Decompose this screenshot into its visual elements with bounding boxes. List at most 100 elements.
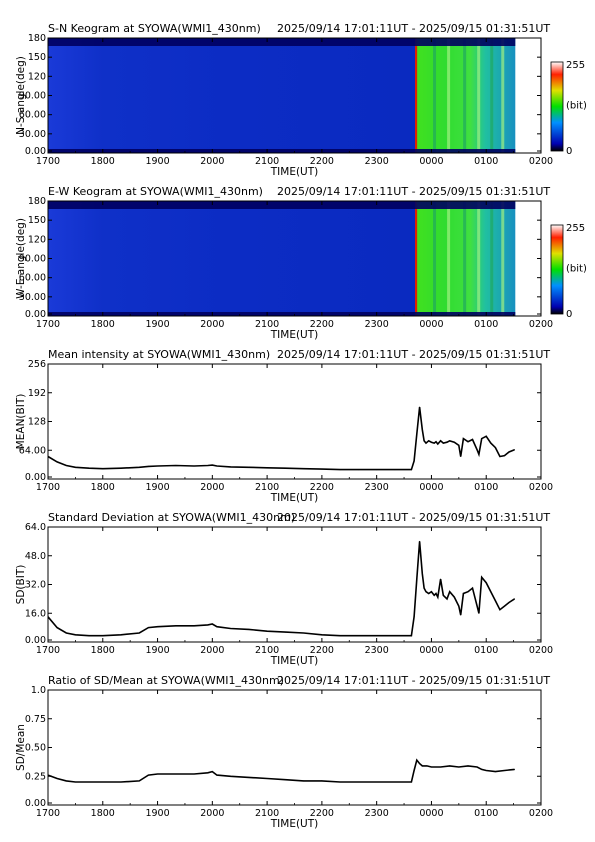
data-point (56, 627, 58, 629)
panel-title: Mean intensity at SYOWA(WMI1_430nm) (48, 348, 270, 361)
x-axis-label: TIME(UT) (270, 329, 319, 341)
horizon-band-bottom (48, 149, 516, 153)
data-point (88, 467, 90, 469)
x-tick-label: 0000 (419, 156, 443, 167)
data-point (65, 465, 67, 466)
time-range: 2025/09/14 17:01:11UT - 2025/09/15 01:31… (277, 22, 550, 35)
y-tick-label: 90.00 (19, 91, 46, 102)
data-point (138, 780, 140, 782)
data-point (74, 634, 76, 636)
aurora-streak (490, 201, 494, 316)
data-point (425, 442, 427, 444)
data-point (433, 442, 435, 444)
x-tick-label: 2100 (255, 645, 279, 656)
x-tick-label: 2000 (200, 645, 224, 656)
data-point (421, 429, 423, 431)
x-tick-label: 1800 (91, 319, 115, 330)
data-point (428, 593, 430, 594)
data-point (508, 451, 510, 453)
x-tick-label: 1900 (145, 156, 169, 167)
keogram-quiet-region (48, 38, 416, 153)
x-tick-label: 2300 (365, 645, 389, 656)
data-point (419, 406, 421, 408)
x-tick-label: 2300 (365, 808, 389, 819)
chart-panel-1: S-N Keogram at SYOWA(WMI1_430nm) 2025/09/… (15, 22, 587, 178)
data-point (442, 594, 444, 596)
y-tick-label: 0.00 (25, 635, 46, 646)
horizon-band-top (48, 38, 516, 46)
aurora-streak (501, 38, 505, 153)
horizon-band-bottom (48, 312, 516, 316)
panel-title: Ratio of SD/Mean at SYOWA(WMI1_430nm) (48, 674, 284, 687)
data-point (410, 635, 412, 637)
colorbar (550, 61, 564, 152)
x-tick-label: 2000 (200, 156, 224, 167)
data-point (467, 591, 469, 593)
panel-title: S-N Keogram at SYOWA(WMI1_430nm) (48, 22, 261, 35)
x-axis-label: TIME(UT) (270, 655, 319, 667)
y-tick-label: 180 (28, 196, 46, 207)
time-range: 2025/09/14 17:01:11UT - 2025/09/15 01:31… (277, 185, 550, 198)
data-point (266, 630, 268, 632)
data-point (440, 578, 442, 580)
y-tick-label: 0.50 (25, 743, 46, 754)
data-point (462, 593, 464, 594)
data-point (303, 780, 305, 782)
x-tick-label: 0200 (529, 482, 553, 493)
data-point (248, 628, 250, 630)
data-point (120, 781, 122, 783)
x-tick-label: 2300 (365, 319, 389, 330)
chart-panel-3: Mean intensity at SYOWA(WMI1_430nm) 2025/… (15, 348, 553, 504)
data-point (266, 778, 268, 779)
aurora-streak (447, 201, 451, 316)
data-point (476, 605, 478, 607)
data-point (508, 602, 510, 603)
data-point (494, 600, 496, 602)
colorbar-unit-label: (bit) (566, 264, 587, 275)
y-tick-label: 30.00 (19, 129, 46, 140)
data-point (446, 598, 448, 600)
plot-frame (47, 363, 542, 480)
data-point (230, 466, 232, 468)
data-point (120, 634, 122, 636)
x-tick-label: 2000 (200, 808, 224, 819)
aurora-streak (433, 38, 437, 153)
y-tick-label: 16.0 (25, 608, 46, 619)
data-point (410, 781, 412, 783)
x-tick-label: 1900 (145, 319, 169, 330)
data-point (426, 765, 428, 767)
data-point (449, 765, 451, 767)
data-point (462, 438, 464, 440)
x-tick-label: 1700 (36, 156, 60, 167)
data-point (446, 441, 448, 443)
data-point (472, 587, 473, 589)
data-point (376, 469, 378, 471)
y-tick-label: 0.00 (25, 472, 46, 483)
colorbar-min-label: 0 (566, 146, 572, 157)
data-point (216, 465, 218, 467)
data-point (207, 624, 209, 626)
data-point (157, 626, 159, 628)
data-point (410, 469, 412, 471)
y-tick-label: 120 (28, 234, 46, 245)
chart-panel-4: Standard Deviation at SYOWA(WMI1_430nm)2… (15, 511, 553, 667)
x-tick-label: 2200 (310, 319, 334, 330)
data-point (394, 635, 396, 637)
y-tick-label: 150 (28, 215, 46, 226)
data-point (339, 781, 341, 783)
onset-edge (415, 46, 418, 149)
x-tick-label: 0000 (419, 482, 443, 493)
data-point (175, 625, 177, 627)
data-point (467, 765, 469, 767)
data-point (248, 776, 250, 778)
y-axis-label: SD(BIT) (15, 565, 27, 605)
x-tick-label: 2100 (255, 156, 279, 167)
data-point (419, 540, 421, 542)
y-tick-label: 192 (28, 388, 46, 399)
data-point (102, 781, 104, 783)
y-tick-label: 64.0 (25, 522, 46, 533)
data-point (56, 778, 58, 779)
data-point (303, 632, 305, 634)
data-point (458, 444, 460, 446)
x-tick-label: 1900 (145, 808, 169, 819)
